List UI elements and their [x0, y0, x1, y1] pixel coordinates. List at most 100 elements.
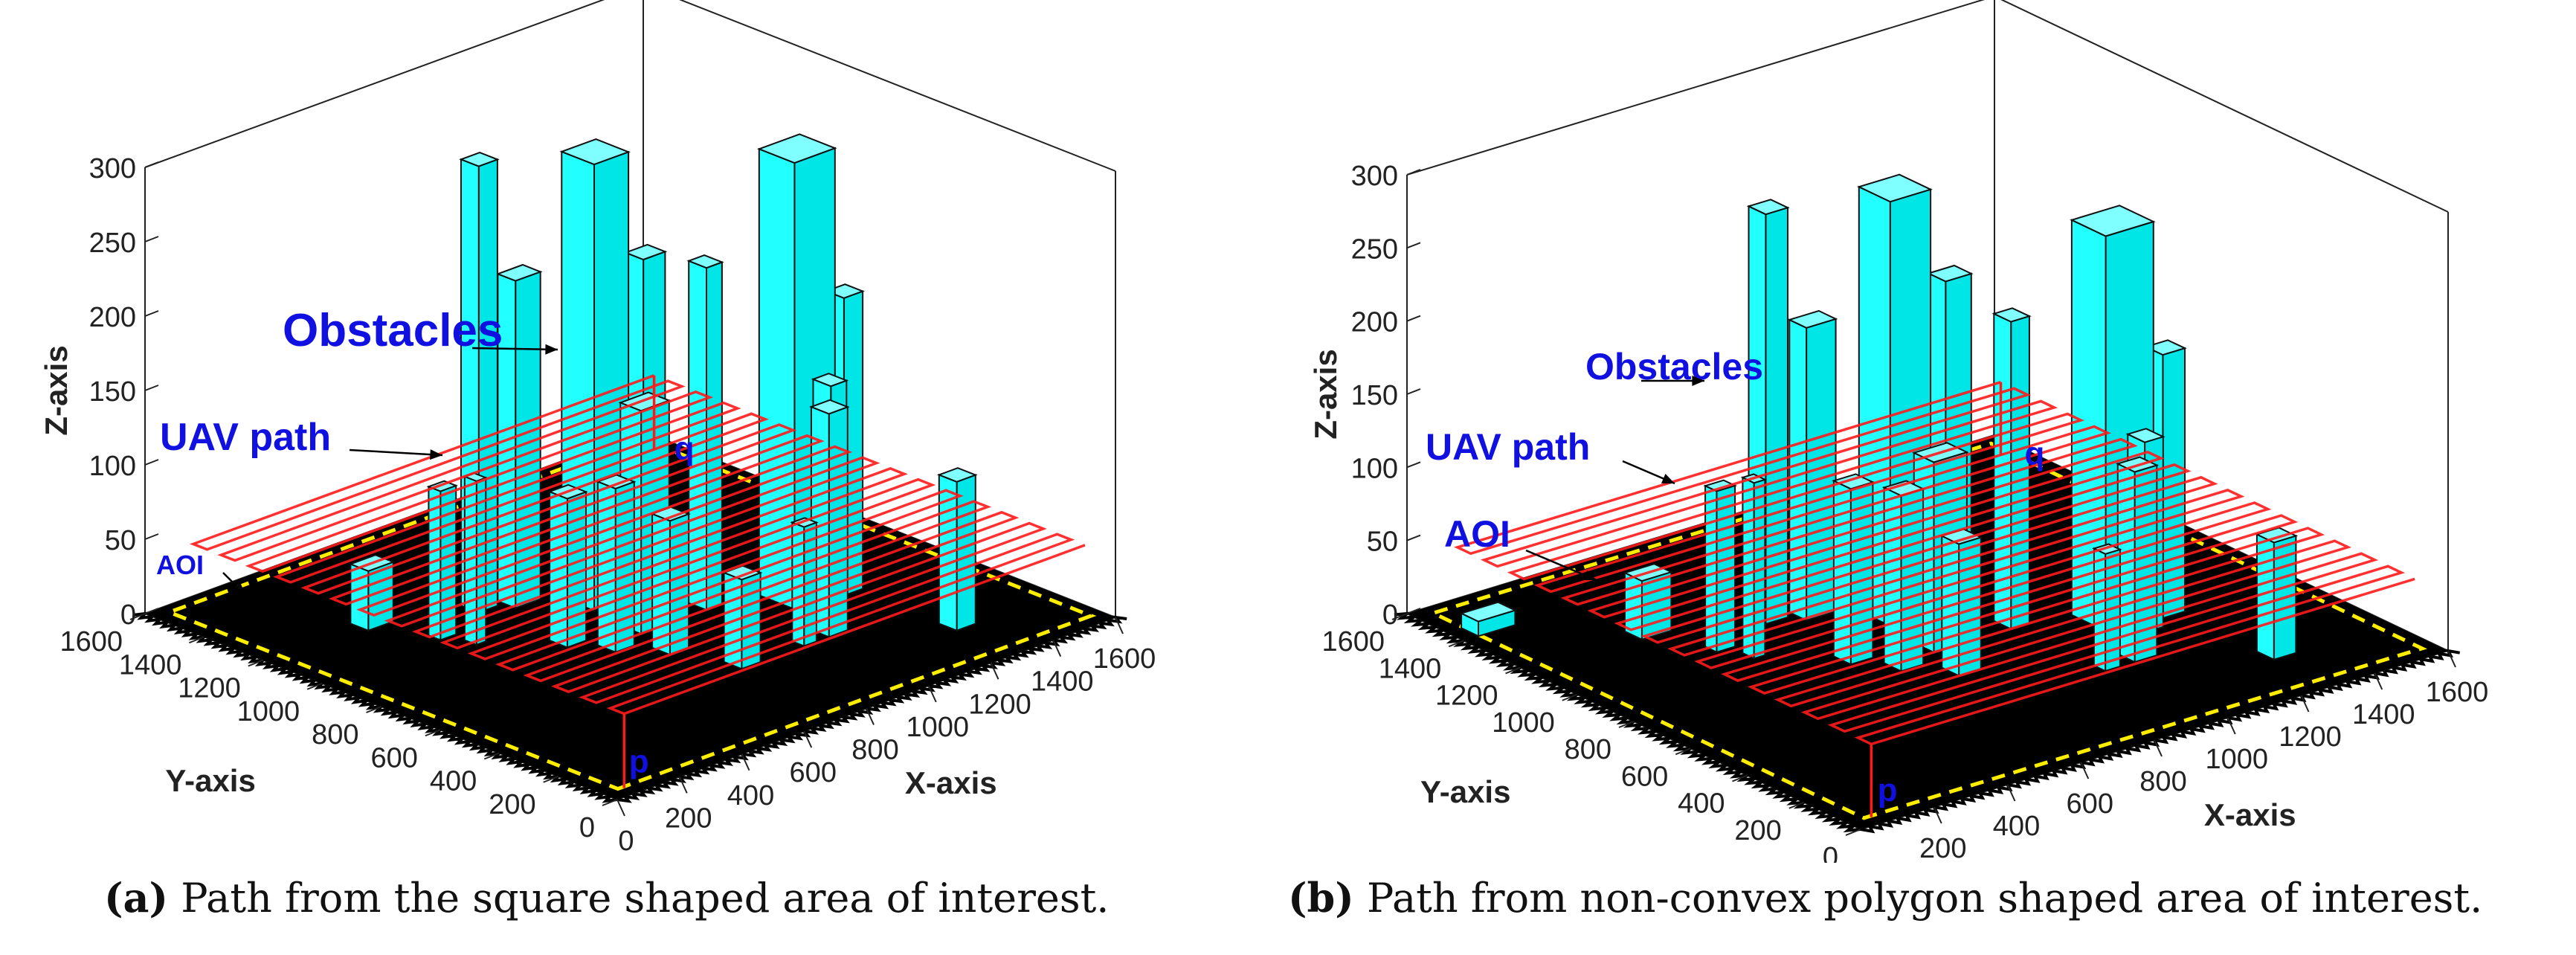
y-tick-mark [1448, 640, 1464, 648]
x-tick-mark [678, 776, 688, 794]
annotations-a: Obstacles UAV path AOI [156, 305, 558, 596]
uav-path-a [189, 374, 1086, 788]
annotation-aoi: AOI [1444, 513, 1510, 555]
obstacle-face-top [756, 133, 837, 164]
z-tick-label: 150 [89, 376, 136, 408]
x-tick-label: 800 [851, 735, 898, 766]
x-tick-mark [1052, 640, 1062, 657]
y-tick-label: 800 [312, 719, 358, 750]
annotation-uav-path: UAV path [1426, 426, 1590, 468]
y-tick-label: 1200 [1435, 681, 1498, 712]
y-tick-label: 1000 [237, 696, 300, 727]
z-tick-label: 50 [105, 525, 136, 556]
obstacle-face-top [2125, 428, 2166, 443]
end-point-label: q [2025, 436, 2045, 472]
x-tick-mark [2300, 695, 2310, 713]
y-tick-label: 1600 [1321, 626, 1385, 657]
obstacle-face-side [1788, 318, 1808, 622]
z-tick-mark [144, 236, 159, 242]
obstacle-face-side [758, 147, 796, 611]
uav-path-b [1453, 381, 2415, 817]
obstacle-face-side [1742, 476, 1755, 660]
end-point-label: q [674, 431, 695, 467]
z-tick-mark [144, 608, 159, 614]
caption-a: (a) Path from the square shaped area of … [104, 874, 1109, 922]
x-tick-label: 1400 [2352, 699, 2415, 730]
y-tick-label: 1400 [119, 649, 182, 681]
y-tick-mark [189, 636, 205, 644]
annotation-arrowhead-aoi [1583, 570, 1597, 580]
y-axis-label: Y-axis [1420, 774, 1510, 809]
start-point-label: p [1878, 772, 1898, 808]
y-tick-label: 600 [1621, 761, 1668, 792]
aoi-sawtooth-y [1394, 611, 1861, 833]
x-tick-mark [803, 730, 813, 748]
obstacle-face-top [559, 138, 631, 166]
obstacle-face-top [809, 399, 850, 415]
z-tick-mark [1406, 461, 1421, 469]
x-tick-mark [1933, 806, 1942, 824]
z-tick-label: 150 [1351, 380, 1398, 411]
caption-a-label: (a) [104, 874, 169, 922]
annotation-aoi: AOI [156, 550, 204, 580]
x-tick-label: 1200 [968, 689, 1031, 720]
y-tick-mark [483, 752, 500, 760]
obstacle-bar [1939, 528, 1983, 678]
obstacle-face-top [686, 254, 724, 269]
y-tick-mark [1732, 774, 1748, 782]
y-tick-mark [1618, 721, 1635, 728]
y-tick-mark [366, 706, 381, 713]
z-tick-label: 0 [120, 599, 136, 631]
obstacle-face-top [1787, 309, 1838, 329]
x-tick-label: 1600 [1093, 643, 1156, 675]
annotation-arrowhead-obs [545, 344, 558, 355]
axis-edge-4 [144, 0, 605, 168]
y-tick-label: 0 [1823, 842, 1838, 863]
y-tick-label: 1200 [178, 673, 241, 704]
chart-panel-b: p q 200 400 600 800 1000 1200 1400 1600 X-axis 0 200… [1288, 0, 2576, 955]
annotation-arrowhead-uav [430, 449, 442, 460]
y-tick-mark [543, 775, 558, 783]
x-tick-mark [990, 662, 999, 680]
caption-a-text: Path from the square shaped area of inte… [181, 875, 1110, 922]
obstacle-face-top [1991, 307, 2032, 323]
obstacle-face-top [1459, 601, 1518, 623]
obstacle-bar [1623, 563, 1674, 641]
x-tick-mark [2226, 717, 2236, 735]
z-tick-mark [1406, 315, 1421, 322]
obstacle-face-top [459, 152, 500, 167]
x-tick-mark [1115, 617, 1124, 634]
x-tick-label: 200 [1919, 833, 1966, 863]
annotation-obstacles: Obstacles [283, 305, 503, 356]
x-tick-mark [2154, 739, 2163, 757]
y-tick-label: 200 [489, 789, 535, 820]
caption-b-text: Path from non-convex polygon shaped area… [1367, 875, 2483, 922]
x-axis-label: X-axis [905, 765, 997, 800]
y-tick-mark [248, 659, 264, 667]
obstacle-face-top [1857, 173, 1933, 203]
x-tick-mark [616, 799, 625, 817]
x-ticks-b: 200 400 600 800 1000 1200 1400 1600 [1919, 650, 2488, 863]
z-tick-label: 250 [1351, 234, 1398, 265]
z-axis-label: Z-axis [39, 345, 74, 435]
aoi-sawtooth-x [1860, 649, 2461, 834]
annotation-arrowhead-aoi [233, 582, 245, 595]
y-tick-mark [1505, 666, 1521, 675]
z-tick-mark [144, 385, 159, 391]
obstacle-face-front [956, 474, 976, 632]
z-tick-mark [1406, 242, 1421, 249]
z-tick-mark [144, 459, 159, 466]
chart-b-svg: pq2004006008001000120014001600X-axis0200… [1308, 0, 2488, 863]
x-tick-label: 1400 [1031, 666, 1094, 698]
y-tick-label: 1600 [59, 626, 123, 657]
x-tick-label: 1000 [2205, 744, 2268, 775]
y-tick-label: 600 [370, 742, 417, 774]
y-tick-label: 400 [1678, 788, 1725, 820]
z-tick-label: 100 [1351, 453, 1398, 484]
caption-b: (b) Path from non-convex polygon shaped … [1288, 874, 2482, 922]
y-tick-label: 0 [579, 812, 595, 843]
obstacle-bar [348, 554, 396, 632]
